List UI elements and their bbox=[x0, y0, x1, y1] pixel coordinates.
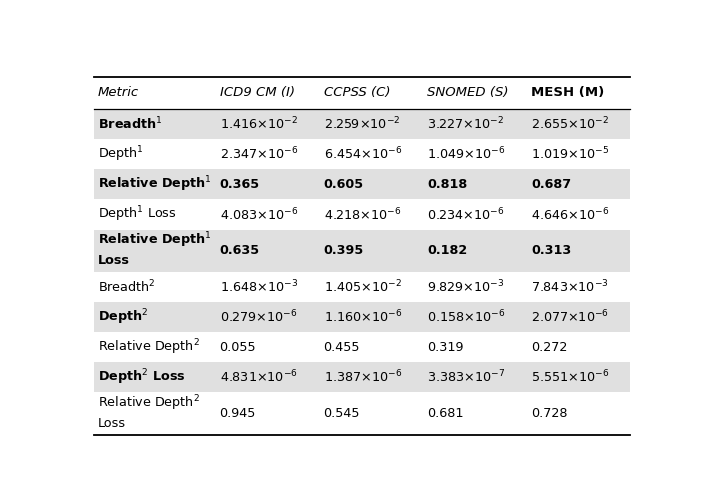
Text: $1.387{\times}10^{-6}$: $1.387{\times}10^{-6}$ bbox=[323, 369, 402, 386]
Text: SNOMED (S): SNOMED (S) bbox=[428, 86, 509, 99]
Text: $3.227{\times}10^{-2}$: $3.227{\times}10^{-2}$ bbox=[428, 116, 505, 132]
Text: $2.259{\times}10^{-2}$: $2.259{\times}10^{-2}$ bbox=[323, 116, 400, 132]
Text: 0.605: 0.605 bbox=[323, 178, 364, 191]
Text: Depth$^2$ Loss: Depth$^2$ Loss bbox=[97, 368, 185, 387]
Text: 0.395: 0.395 bbox=[323, 244, 364, 257]
Bar bbox=[94, 302, 630, 332]
Text: $4.646{\times}10^{-6}$: $4.646{\times}10^{-6}$ bbox=[532, 206, 609, 223]
Text: $1.648{\times}10^{-3}$: $1.648{\times}10^{-3}$ bbox=[220, 279, 297, 295]
Bar bbox=[94, 362, 630, 393]
Text: CCPSS (C): CCPSS (C) bbox=[323, 86, 390, 99]
Text: 0.319: 0.319 bbox=[428, 341, 464, 354]
Text: 0.687: 0.687 bbox=[532, 178, 572, 191]
Text: $1.416{\times}10^{-2}$: $1.416{\times}10^{-2}$ bbox=[220, 116, 297, 132]
Text: Depth$^1$ Loss: Depth$^1$ Loss bbox=[97, 205, 176, 224]
Text: $1.405{\times}10^{-2}$: $1.405{\times}10^{-2}$ bbox=[323, 279, 401, 295]
Bar bbox=[94, 109, 630, 139]
Text: $6.454{\times}10^{-6}$: $6.454{\times}10^{-6}$ bbox=[323, 146, 402, 163]
Text: MESH (M): MESH (M) bbox=[532, 86, 605, 99]
Text: $1.049{\times}10^{-6}$: $1.049{\times}10^{-6}$ bbox=[428, 146, 505, 163]
Text: $1.019{\times}10^{-5}$: $1.019{\times}10^{-5}$ bbox=[532, 146, 609, 163]
Text: $2.077{\times}10^{-6}$: $2.077{\times}10^{-6}$ bbox=[532, 309, 609, 326]
Text: 0.455: 0.455 bbox=[323, 341, 360, 354]
Text: ICD9 CM (I): ICD9 CM (I) bbox=[220, 86, 294, 99]
Text: Depth$^1$: Depth$^1$ bbox=[97, 145, 143, 164]
Text: Metric: Metric bbox=[97, 86, 138, 99]
Text: 0.182: 0.182 bbox=[428, 244, 468, 257]
Text: $2.655{\times}10^{-2}$: $2.655{\times}10^{-2}$ bbox=[532, 116, 609, 132]
Text: 0.728: 0.728 bbox=[532, 407, 568, 420]
Text: $7.843{\times}10^{-3}$: $7.843{\times}10^{-3}$ bbox=[532, 279, 609, 295]
Text: 0.945: 0.945 bbox=[220, 407, 256, 420]
Text: Relative Depth$^1$: Relative Depth$^1$ bbox=[97, 231, 211, 250]
Text: $5.551{\times}10^{-6}$: $5.551{\times}10^{-6}$ bbox=[532, 369, 609, 386]
Text: 0.681: 0.681 bbox=[428, 407, 464, 420]
Text: Relative Depth$^2$: Relative Depth$^2$ bbox=[97, 337, 199, 357]
Text: $3.383{\times}10^{-7}$: $3.383{\times}10^{-7}$ bbox=[428, 369, 505, 386]
Text: $4.831{\times}10^{-6}$: $4.831{\times}10^{-6}$ bbox=[220, 369, 297, 386]
Text: $0.158{\times}10^{-6}$: $0.158{\times}10^{-6}$ bbox=[428, 309, 505, 326]
Text: $4.083{\times}10^{-6}$: $4.083{\times}10^{-6}$ bbox=[220, 206, 298, 223]
Text: $0.279{\times}10^{-6}$: $0.279{\times}10^{-6}$ bbox=[220, 309, 297, 326]
Text: Relative Depth$^1$: Relative Depth$^1$ bbox=[97, 174, 211, 194]
Bar bbox=[94, 169, 630, 199]
Text: $2.347{\times}10^{-6}$: $2.347{\times}10^{-6}$ bbox=[220, 146, 298, 163]
Text: 0.365: 0.365 bbox=[220, 178, 260, 191]
Text: 0.055: 0.055 bbox=[220, 341, 256, 354]
Text: Breadth$^2$: Breadth$^2$ bbox=[97, 279, 155, 295]
Text: Loss: Loss bbox=[97, 254, 129, 267]
Text: $0.234{\times}10^{-6}$: $0.234{\times}10^{-6}$ bbox=[428, 206, 505, 223]
Bar bbox=[94, 230, 630, 272]
Text: $9.829{\times}10^{-3}$: $9.829{\times}10^{-3}$ bbox=[428, 279, 505, 295]
Text: 0.635: 0.635 bbox=[220, 244, 260, 257]
Text: 0.545: 0.545 bbox=[323, 407, 360, 420]
Text: $1.160{\times}10^{-6}$: $1.160{\times}10^{-6}$ bbox=[323, 309, 402, 326]
Text: Relative Depth$^2$: Relative Depth$^2$ bbox=[97, 394, 199, 413]
Text: $4.218{\times}10^{-6}$: $4.218{\times}10^{-6}$ bbox=[323, 206, 401, 223]
Text: Loss: Loss bbox=[97, 417, 126, 430]
Text: Breadth$^1$: Breadth$^1$ bbox=[97, 116, 162, 132]
Text: Depth$^2$: Depth$^2$ bbox=[97, 307, 148, 327]
Text: 0.818: 0.818 bbox=[428, 178, 468, 191]
Text: 0.272: 0.272 bbox=[532, 341, 568, 354]
Text: 0.313: 0.313 bbox=[532, 244, 572, 257]
